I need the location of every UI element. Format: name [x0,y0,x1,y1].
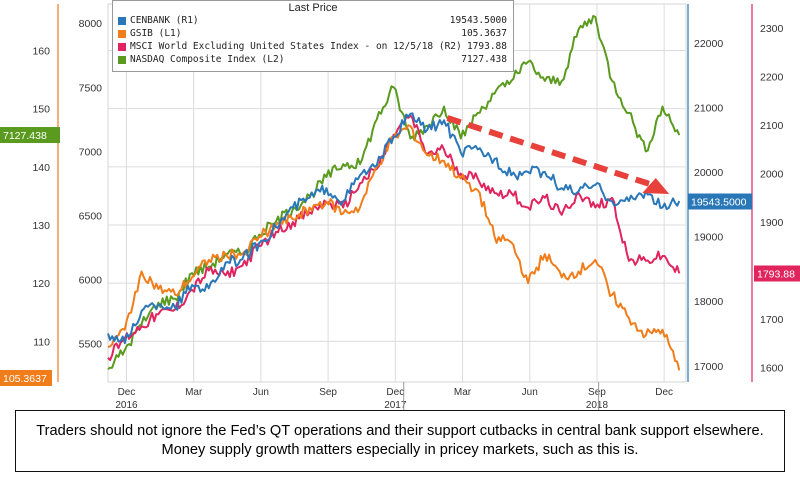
msci-axis-tick-label: 2300 [760,23,784,35]
legend-row-msci: MSCI World Excluding United States Index… [113,40,513,53]
gsib-axis-tick-label: 150 [32,104,50,116]
trend-arrow-shaft [446,115,657,189]
gsib-axis-tick-label: 140 [32,162,50,174]
gsib-axis-tick-label: 160 [32,46,50,58]
legend-title: Last Price [288,2,338,14]
cenbank-axis-tick-label: 20000 [694,167,723,179]
x-tick-label-month: Jun [253,387,269,398]
x-tick-label-month: Mar [185,387,203,398]
nasdaq-last-tag-bg [0,127,60,144]
msci-axis-tick-label: 1700 [760,314,784,326]
legend-box: Last Price CENBANK (R1) 19543.5000 GSIB … [112,0,514,72]
trend-arrow-head [642,178,670,194]
nasdaq-axis-tick-label: 5500 [79,339,103,351]
msci-axis-tick-label: 1900 [760,217,784,229]
x-tick-label-month: Sep [319,387,337,398]
x-tick-label-year: 2016 [115,400,138,411]
gsib-axis-tick-label: 120 [32,278,50,290]
msci-line [107,114,681,361]
legend-name-gsib: GSIB (L1) [130,28,182,39]
x-tick-label-month: Dec [655,387,673,398]
nasdaq-axis-tick-label: 8000 [79,18,103,30]
cenbank-line [107,112,681,345]
legend-value-msci: 1793.88 [466,41,507,52]
caption-text: Traders should not ignore the Fed’s QT o… [36,423,764,458]
x-tick-label-month: Sep [588,387,606,398]
x-tick-label-month: Jun [522,387,538,398]
legend-row-cenbank: CENBANK (R1) 19543.5000 [113,14,513,27]
legend-row-nasdaq: NASDAQ Composite Index (L2) 7127.438 [113,53,513,66]
x-tick-label-month: Mar [454,387,472,398]
legend-value-nasdaq: 7127.438 [461,54,507,65]
gsib-last-tag: 105.3637 [3,373,47,385]
legend-name-msci: MSCI World Excluding United States Index… [130,41,462,52]
caption-box: Traders should not ignore the Fed’s QT o… [15,410,785,472]
cenbank-axis-tick-label: 17000 [694,361,723,373]
legend-swatch-cenbank [118,17,126,25]
x-tick-label-month: Dec [118,387,136,398]
cenbank-last-tag: 19543.5000 [691,196,747,208]
msci-axis-tick-label: 2000 [760,169,784,181]
nasdaq-axis-tick-label: 6500 [79,210,103,222]
legend-value-gsib: 105.3637 [461,28,507,39]
msci-last-tag-bg [754,265,800,282]
cenbank-axis-tick-label: 21000 [694,102,723,114]
msci-last-tag: 1793.88 [757,269,795,281]
legend-swatch-msci [118,43,126,51]
nasdaq-axis-tick-label: 6000 [79,274,103,286]
nasdaq-line [107,15,681,371]
legend-swatch-gsib [118,30,126,38]
nasdaq-axis-tick-label: 7000 [79,146,103,158]
x-tick-label-year: 2017 [384,400,407,411]
legend-name-cenbank: CENBANK (R1) [130,15,199,26]
legend-value-cenbank: 19543.5000 [449,15,507,26]
msci-axis-tick-label: 2200 [760,72,784,84]
legend-row-gsib: GSIB (L1) 105.3637 [113,27,513,40]
nasdaq-last-tag: 7127.438 [3,130,47,142]
legend-name-nasdaq: NASDAQ Composite Index (L2) [130,54,285,65]
cenbank-axis-tick-label: 22000 [694,38,723,50]
legend-swatch-nasdaq [118,56,126,64]
gsib-axis-tick-label: 130 [32,220,50,232]
cenbank-last-tag-bg [688,193,752,210]
cenbank-axis-tick-label: 19000 [694,232,723,244]
msci-axis-tick-label: 1600 [760,362,784,374]
gsib-axis-tick-label: 110 [33,336,50,348]
gsib-last-tag-bg [0,370,52,386]
nasdaq-axis-tick-label: 7500 [79,82,103,94]
msci-axis-tick-label: 2100 [760,120,784,132]
x-tick-label-month: Dec [386,387,404,398]
x-tick-label-year: 2018 [586,400,609,411]
cenbank-axis-tick-label: 18000 [694,296,723,308]
